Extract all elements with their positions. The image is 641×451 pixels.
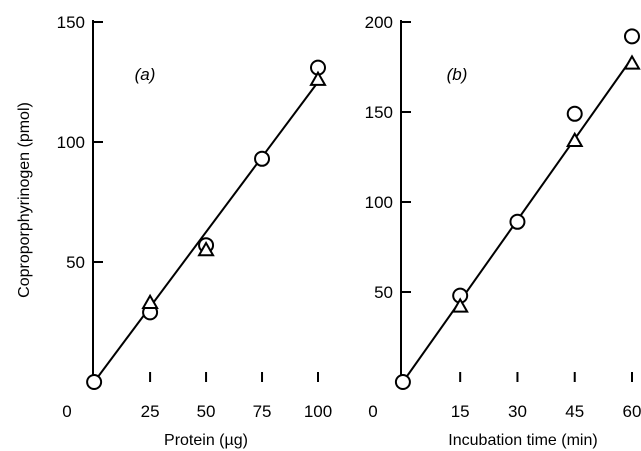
panel-a-x-tick-label-100: 100 <box>304 402 332 421</box>
panel-a-x-tick-label-75: 75 <box>253 402 272 421</box>
panel-a-label: (a) <box>135 65 156 84</box>
panel-b-label: (b) <box>447 65 468 84</box>
panel-a-x-tick-label-50: 50 <box>197 402 216 421</box>
panel-a-y-tick-label-100: 100 <box>57 133 85 152</box>
panel-a-y-tick-label-50: 50 <box>66 253 85 272</box>
panel-b-triangle-point-60 <box>623 54 641 70</box>
panel-b-circle-point-0 <box>394 374 411 390</box>
panel-b-x-tick-label-45: 45 <box>565 402 584 421</box>
panel-b-x-origin-label: 0 <box>368 402 377 421</box>
panel-b-x-tick-label-15: 15 <box>451 402 470 421</box>
panel-a-triangle-point-50 <box>197 240 215 257</box>
panel-b: 50 100 150 200 15 30 45 60 0 (b) Incubation ti… <box>365 13 641 449</box>
panel-a-x-origin-label: 0 <box>62 402 71 421</box>
panel-b-triangle-point-45 <box>566 131 584 148</box>
panel-b-x-axis-label: Incubation time (min) <box>448 432 597 449</box>
panel-b-x-tick-label-60: 60 <box>623 402 641 421</box>
panel-b-circle-point-60 <box>624 28 640 45</box>
panel-a-y-axis-label: Coproporphyrinogen (pmol) <box>16 102 33 298</box>
panel-a-x-tick-label-25: 25 <box>141 402 160 421</box>
panel-a-circle-point-75 <box>254 150 271 167</box>
panel-b-y-tick-label-100: 100 <box>365 193 393 212</box>
panel-b-y-tick-label-200: 200 <box>365 13 393 32</box>
panel-a-x-axis-label: Protein (µg) <box>164 432 248 449</box>
panel-b-circle-point-45 <box>566 105 583 122</box>
panel-b-x-tick-label-30: 30 <box>508 402 527 421</box>
panel-a-triangle-point-25 <box>141 293 159 310</box>
panel-b-y-tick-label-50: 50 <box>374 283 393 302</box>
panel-b-y-tick-label-150: 150 <box>365 103 393 122</box>
panel-b-triangle-point-15 <box>451 297 469 313</box>
panel-a-triangle-point-100 <box>309 70 327 86</box>
panel-b-circle-point-30 <box>509 213 526 230</box>
panel-a: 50 100 150 25 50 75 100 0 (a) Protein (µg) Co… <box>16 13 332 449</box>
panel-a-fit-line <box>93 81 319 383</box>
panel-a-circle-point-0 <box>86 374 103 390</box>
panel-a-y-tick-label-150: 150 <box>57 13 85 32</box>
